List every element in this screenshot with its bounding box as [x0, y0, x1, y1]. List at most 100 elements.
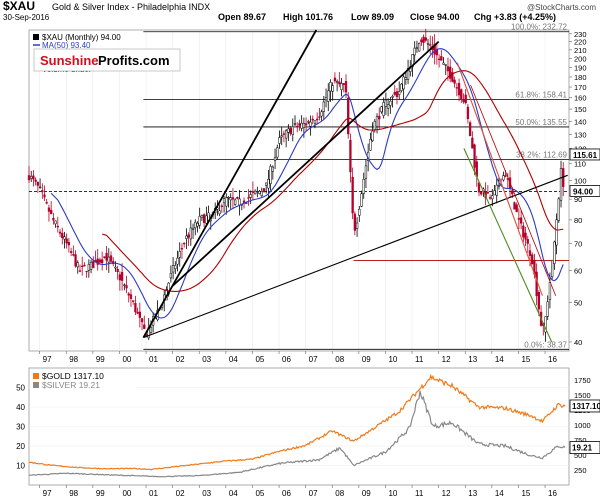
candle-body [234, 199, 237, 205]
candle-body [118, 274, 122, 281]
lower-x-tick-label: 09 [362, 489, 371, 498]
x-tick-label: 11 [415, 355, 424, 364]
candle-body [171, 265, 175, 273]
candle-body [101, 259, 104, 264]
symbol-title: $XAU [3, 0, 35, 13]
lower-left-tick-label: 30 [16, 423, 25, 432]
price-tag-box [569, 185, 600, 197]
ohlc-low: Low 89.09 [351, 12, 394, 22]
candle-body [309, 121, 312, 127]
candle-body [493, 190, 496, 196]
fibonacci-label: 38.2%: 112.69 [516, 150, 568, 159]
candle-body [329, 82, 332, 92]
candle-body [34, 179, 37, 182]
lower-right-tick-label: 1000 [574, 421, 591, 430]
candle-body [364, 165, 368, 179]
candle-body [358, 208, 361, 216]
candle-body [395, 91, 399, 98]
candle-body [307, 121, 310, 123]
index-description: Gold & Silver Index - Philadelphia INDX [52, 2, 210, 12]
candle-body [342, 83, 345, 86]
price-tag-label: 115.61 [573, 151, 598, 160]
candle-body [85, 270, 88, 273]
candle-body [327, 90, 330, 102]
candle-body [491, 195, 494, 200]
candle-body [413, 47, 416, 56]
lower-x-tick-label: 00 [122, 489, 131, 498]
lower-right-tick-label: 1750 [574, 376, 591, 385]
lower-right-tick-label: 250 [574, 466, 587, 475]
lower-x-tick-label: 06 [282, 489, 291, 498]
candle-body [138, 311, 141, 318]
candle-body [58, 231, 62, 234]
minor-downtrend-line [470, 84, 557, 296]
candle-body [178, 251, 181, 258]
candle-body [417, 43, 421, 52]
candle-body [522, 225, 525, 238]
candle-body [198, 215, 201, 226]
candle-body [455, 87, 458, 89]
candle-body [127, 293, 130, 296]
candle-body [52, 217, 55, 221]
candle-body [406, 67, 410, 80]
red-downtrend-line [456, 62, 543, 296]
candle-body [280, 135, 283, 138]
candle-body [446, 66, 450, 72]
candle-body [185, 235, 188, 239]
candle-body [298, 123, 301, 126]
lower-right-tick-label: 1500 [574, 391, 591, 400]
fibonacci-label: 100.0%: 232.72 [511, 23, 568, 32]
candle-body [180, 248, 184, 250]
candle-body [132, 300, 135, 302]
candle-body [426, 43, 430, 45]
lower-x-tick-label: 02 [176, 489, 185, 498]
candle-body [437, 58, 441, 61]
candle-body [517, 218, 521, 220]
legend-silver: $SILVER 19.21 [42, 380, 100, 390]
long-support-line [143, 174, 568, 339]
candle-body [551, 260, 554, 278]
candle-body [220, 205, 224, 207]
candle-body [340, 83, 343, 90]
x-tick-label: 16 [548, 355, 557, 364]
candle-body [45, 202, 48, 204]
price-tag-label: 94.00 [573, 187, 594, 196]
x-tick-label: 02 [176, 355, 185, 364]
candle-body [143, 324, 146, 329]
candle-body [546, 301, 549, 317]
candle-body [471, 137, 474, 149]
y-tick-label: 160 [574, 94, 587, 103]
fibonacci-label: 50.0%: 135.55 [515, 118, 567, 127]
candle-body [300, 122, 303, 129]
candle-body [87, 264, 91, 271]
candle-body [187, 234, 190, 238]
ohlc-change: Chg +3.83 (+4.25%) [474, 12, 556, 22]
candle-body [435, 49, 439, 56]
candle-body [464, 94, 467, 104]
candle-body [65, 238, 68, 244]
y-tick-label: 60 [574, 267, 582, 276]
gold-line [29, 373, 566, 471]
candle-body [302, 123, 306, 128]
candle-body [398, 91, 401, 95]
candle-body [320, 111, 323, 117]
candle-body [109, 255, 113, 262]
candle-body [200, 215, 204, 219]
candle-body [92, 261, 95, 269]
lower-x-tick-label: 05 [255, 489, 264, 498]
candle-body [258, 191, 261, 194]
candle-body [429, 44, 432, 46]
candle-body [537, 292, 541, 310]
y-tick-label: 170 [574, 83, 587, 92]
candle-body [331, 85, 334, 92]
candle-body [107, 256, 110, 263]
y-tick-label: 220 [574, 38, 587, 47]
candle-body [457, 83, 461, 96]
x-tick-label: 13 [468, 355, 477, 364]
candle-body [194, 221, 197, 229]
x-tick-label: 10 [388, 355, 397, 364]
candle-body [98, 259, 102, 263]
candle-body [140, 318, 144, 323]
y-tick-label: 140 [574, 117, 587, 126]
